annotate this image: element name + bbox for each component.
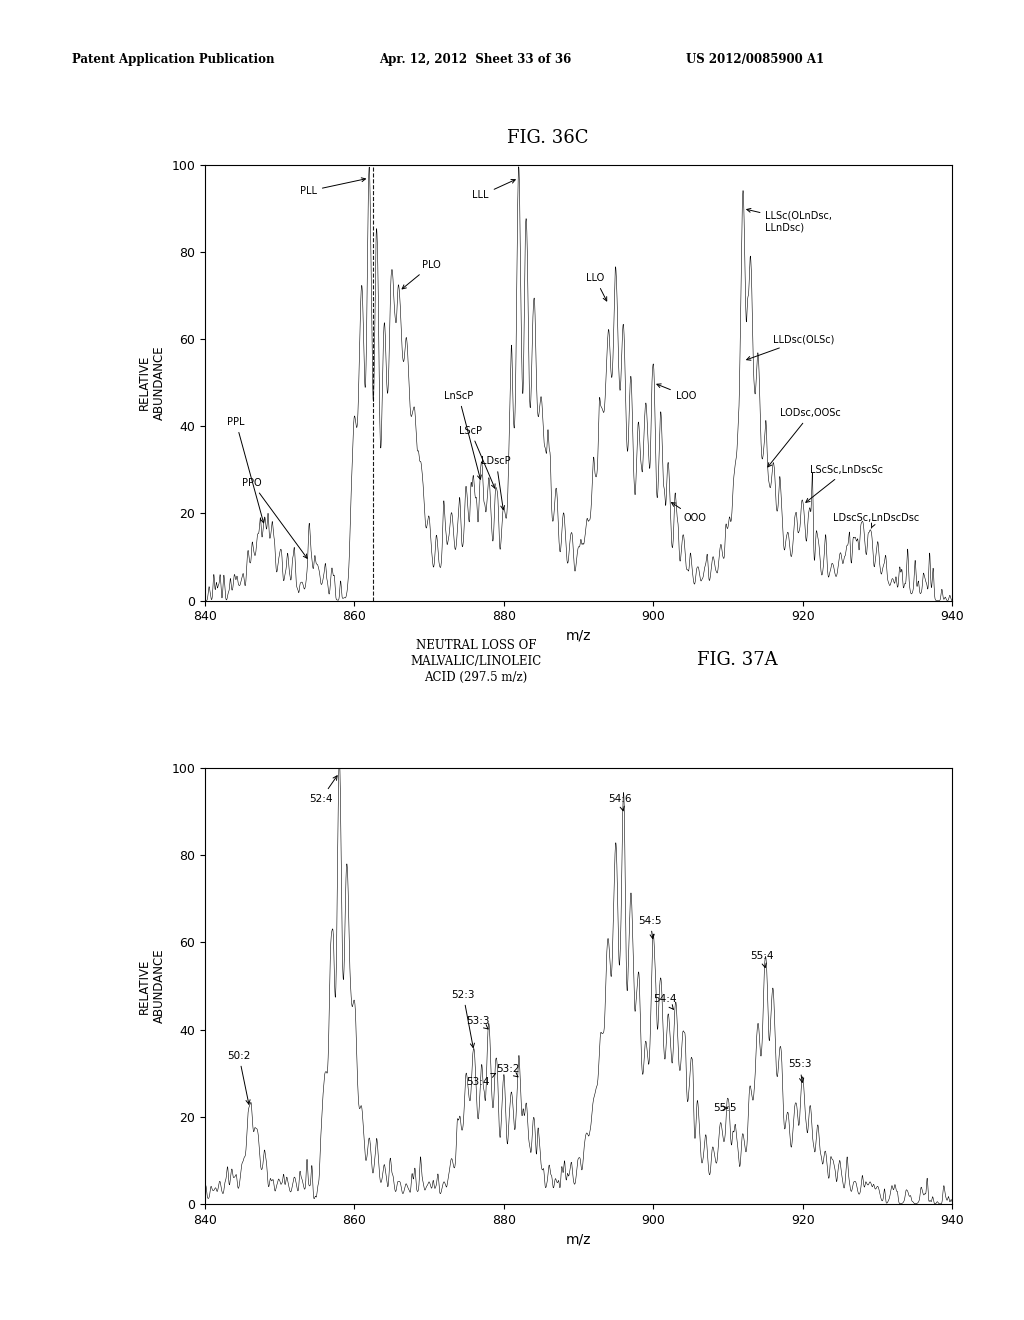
Text: 52:3: 52:3 [452, 990, 475, 1048]
Text: 50:2: 50:2 [227, 1051, 251, 1105]
Text: PPO: PPO [243, 478, 307, 558]
Text: LLSc(OLnDsc,
LLnDsc): LLSc(OLnDsc, LLnDsc) [746, 209, 833, 232]
Text: US 2012/0085900 A1: US 2012/0085900 A1 [686, 53, 824, 66]
X-axis label: m/z: m/z [566, 1232, 591, 1246]
Text: 55:3: 55:3 [787, 1060, 811, 1082]
Text: 55:4: 55:4 [751, 950, 774, 968]
X-axis label: m/z: m/z [566, 628, 591, 643]
Text: LScP: LScP [459, 426, 495, 488]
Text: LDscP: LDscP [481, 457, 511, 510]
Text: LLDsc(OLSc): LLDsc(OLSc) [746, 334, 835, 360]
Text: PLO: PLO [402, 260, 440, 289]
Text: Apr. 12, 2012  Sheet 33 of 36: Apr. 12, 2012 Sheet 33 of 36 [379, 53, 571, 66]
Text: LnScP: LnScP [444, 391, 481, 479]
Text: LLO: LLO [586, 273, 606, 301]
Text: 54:6: 54:6 [608, 793, 632, 810]
Text: LScSc,LnDscSc: LScSc,LnDscSc [806, 465, 884, 503]
Text: 55:5: 55:5 [713, 1104, 736, 1113]
Y-axis label: RELATIVE
ABUNDANCE: RELATIVE ABUNDANCE [137, 346, 166, 420]
Y-axis label: RELATIVE
ABUNDANCE: RELATIVE ABUNDANCE [137, 949, 166, 1023]
Text: 54:5: 54:5 [638, 916, 662, 939]
Text: LLL: LLL [472, 180, 515, 201]
Text: LDscSc,LnDscDsc: LDscSc,LnDscDsc [833, 513, 919, 528]
Text: 53:3: 53:3 [467, 1016, 489, 1030]
Text: LOO: LOO [657, 384, 696, 401]
Text: FIG. 36C: FIG. 36C [507, 128, 589, 147]
Text: 53:4: 53:4 [467, 1073, 496, 1086]
Text: PPL: PPL [227, 417, 264, 523]
Text: NEUTRAL LOSS OF
MALVALIC/LINOLEIC
ACID (297.5 m/z): NEUTRAL LOSS OF MALVALIC/LINOLEIC ACID (… [411, 639, 542, 684]
Text: 54:4: 54:4 [653, 994, 677, 1010]
Text: LODsc,OOSc: LODsc,OOSc [768, 408, 841, 467]
Text: FIG. 37A: FIG. 37A [697, 651, 777, 669]
Text: PLL: PLL [300, 178, 366, 197]
Text: Patent Application Publication: Patent Application Publication [72, 53, 274, 66]
Text: 52:4: 52:4 [309, 776, 337, 804]
Text: OOO: OOO [672, 503, 707, 523]
Text: 53:2: 53:2 [497, 1064, 520, 1077]
